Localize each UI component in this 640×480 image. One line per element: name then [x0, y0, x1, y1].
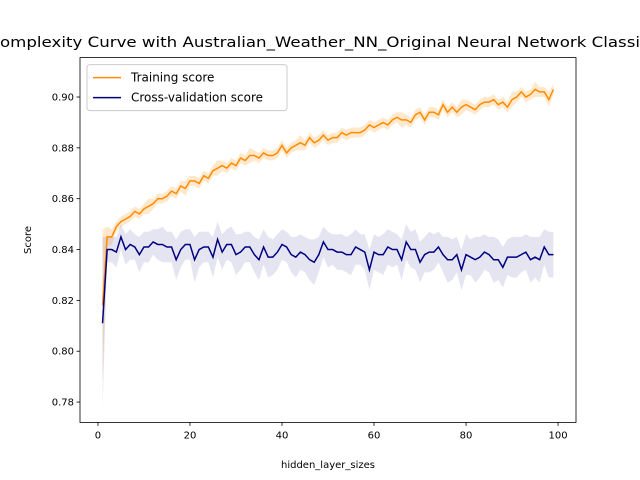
chart-title: omplexity Curve with Australian_Weather_…: [0, 35, 640, 51]
y-tick-label: 0.82: [52, 296, 74, 307]
x-tick-label: 100: [549, 430, 568, 441]
std-band: [102, 221, 554, 410]
legend-label: Cross-validation score: [131, 91, 263, 105]
y-tick-label: 0.78: [52, 398, 74, 409]
x-tick-label: 40: [276, 430, 289, 441]
y-tick-label: 0.90: [52, 93, 74, 104]
std-band: [102, 81, 554, 382]
y-tick-label: 0.88: [52, 143, 74, 154]
legend-label: Training score: [130, 71, 214, 85]
y-axis-label: Score: [23, 226, 34, 254]
x-axis-label: hidden_layer_sizes: [281, 460, 375, 471]
y-tick-label: 0.80: [52, 347, 74, 358]
x-tick-label: 20: [184, 430, 197, 441]
series-line: [101, 234, 554, 324]
series-line: [101, 88, 555, 306]
y-tick-label: 0.84: [52, 245, 74, 256]
x-tick-label: 80: [460, 430, 473, 441]
plot-frame: [79, 57, 577, 423]
y-tick-label: 0.86: [52, 194, 74, 205]
legend-box: [86, 64, 288, 112]
x-tick-label: 60: [368, 430, 381, 441]
x-tick-label: 0: [95, 430, 101, 441]
